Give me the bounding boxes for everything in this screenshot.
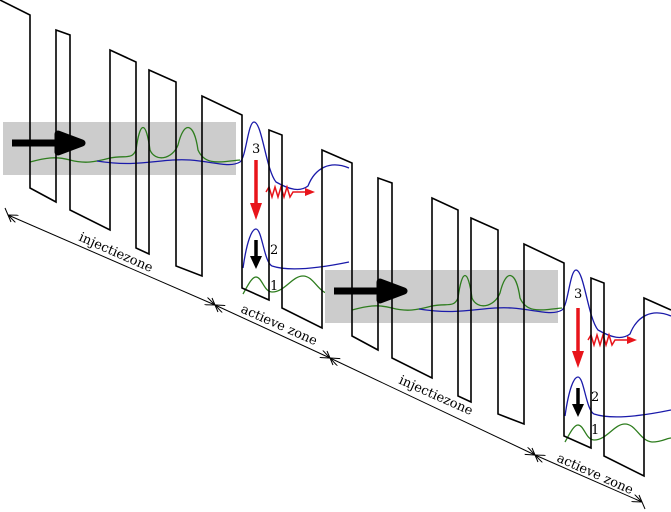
active-zone-label-2: actieve zone <box>554 451 635 498</box>
active-zone-dimension-2 <box>535 455 642 502</box>
dimension-lines <box>4 207 646 510</box>
level-1-label: 1 <box>270 279 278 294</box>
level-3-label-2: 3 <box>574 287 582 302</box>
injection-zone-dimension-1 <box>8 215 215 305</box>
level-1-label-2: 1 <box>591 423 599 438</box>
injection-zone-label-1: injectiezone <box>76 230 155 276</box>
level-2-label: 2 <box>270 243 278 258</box>
active-zone-dimension-1 <box>215 305 330 358</box>
level-3-label: 3 <box>252 142 260 157</box>
injection-zone-label-2: injectiezone <box>396 373 475 419</box>
active-zone-label-1: actieve zone <box>238 302 319 349</box>
injection-zone-dimension-2 <box>330 358 535 455</box>
level-2-label-2: 2 <box>591 390 599 405</box>
conduction-band-edge <box>0 0 671 478</box>
